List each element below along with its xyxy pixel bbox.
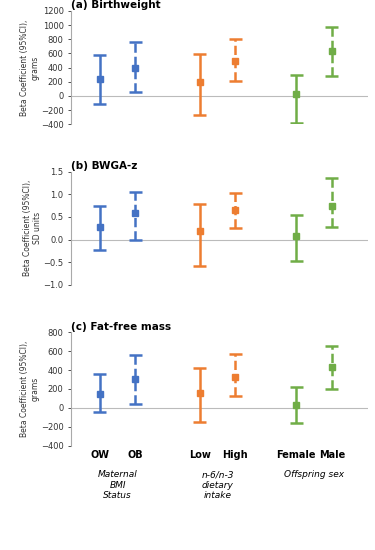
Y-axis label: Beta Coefficient (95%CI),
grams: Beta Coefficient (95%CI), grams <box>20 341 39 437</box>
Text: (a) Birthweight: (a) Birthweight <box>71 0 161 10</box>
Y-axis label: Beta Coefficient (95%CI),
grams: Beta Coefficient (95%CI), grams <box>20 19 39 116</box>
Text: Offspring sex: Offspring sex <box>284 470 344 480</box>
Text: (c) Fat-free mass: (c) Fat-free mass <box>71 322 171 332</box>
Y-axis label: Beta Coefficient (95%CI),
SD units: Beta Coefficient (95%CI), SD units <box>23 180 42 277</box>
Text: n-6/n-3
dietary
intake: n-6/n-3 dietary intake <box>201 470 234 500</box>
Text: (b) BWGA-z: (b) BWGA-z <box>71 161 138 171</box>
Text: Maternal
BMI
Status: Maternal BMI Status <box>98 470 138 500</box>
